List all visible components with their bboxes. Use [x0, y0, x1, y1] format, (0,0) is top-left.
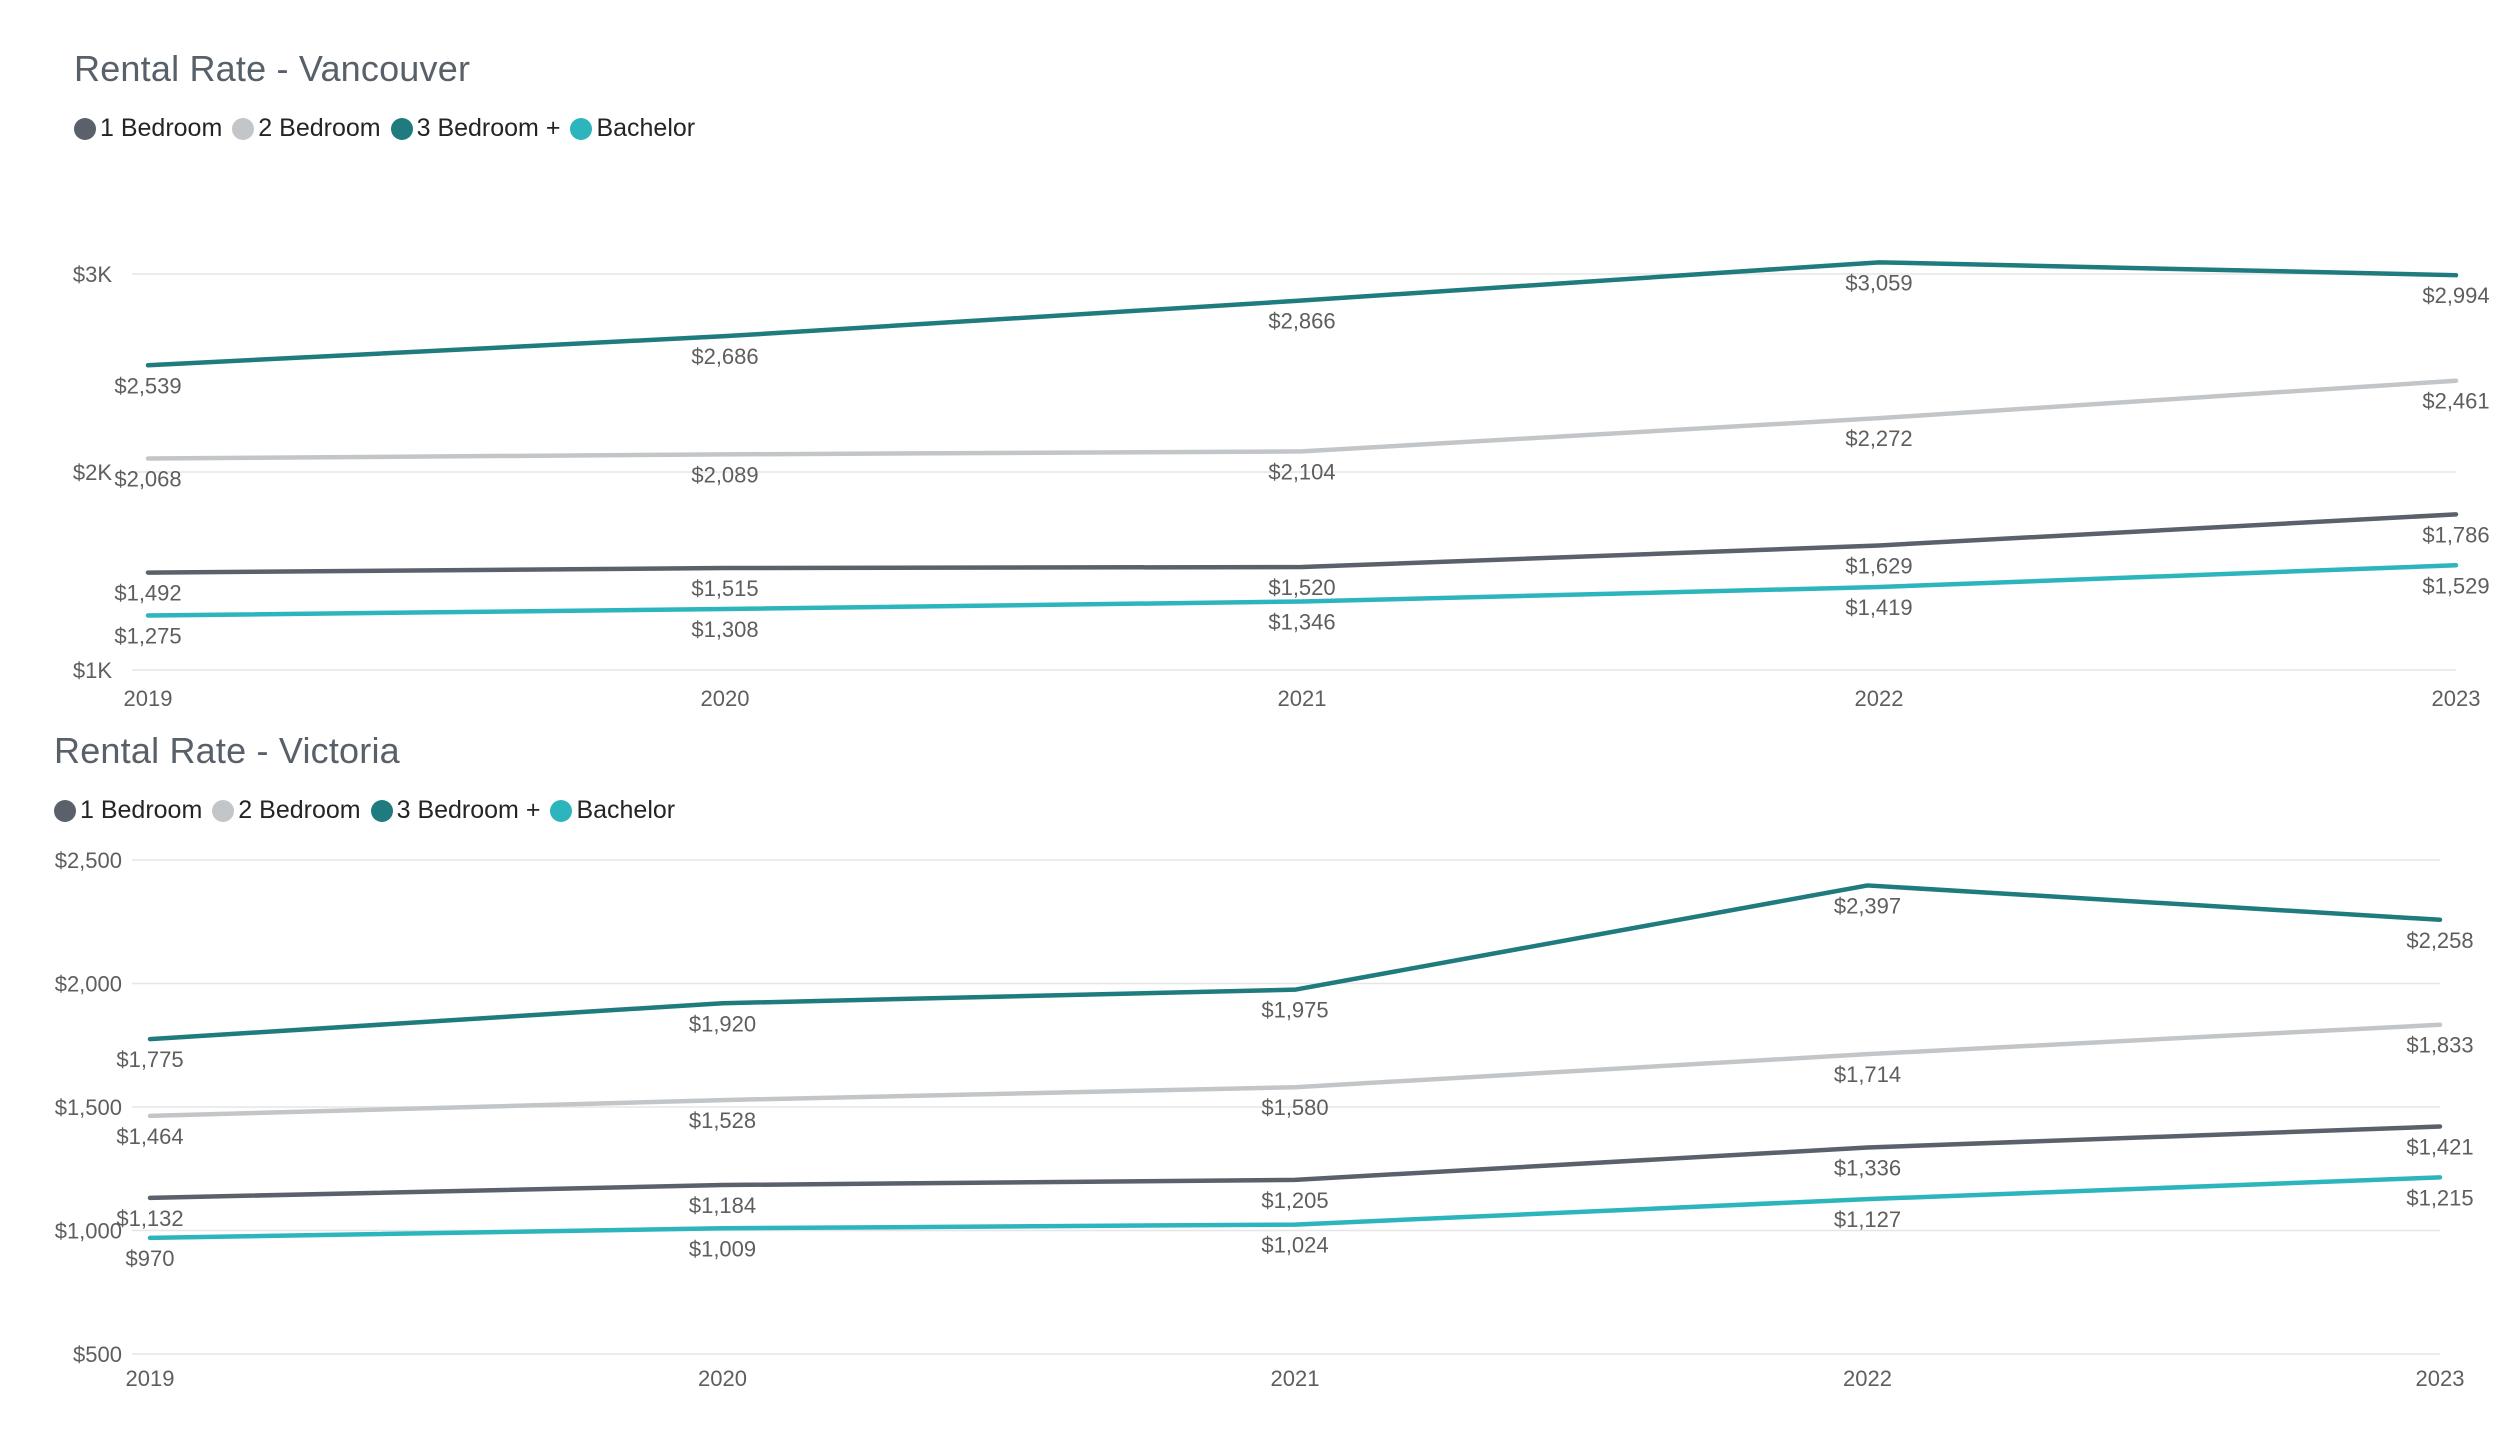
data-label-bachelor: $1,346: [1268, 609, 1335, 634]
data-label-2-bedroom: $1,580: [1261, 1095, 1328, 1120]
y-tick-label: $3K: [73, 262, 112, 287]
legend-label: Bachelor: [596, 114, 696, 142]
legend-item-bachelor[interactable]: Bachelor: [550, 796, 675, 825]
legend-label: 3 Bedroom +: [396, 796, 541, 824]
legend-item-3-bedroom-plus[interactable]: 3 Bedroom +: [370, 796, 541, 825]
legend-vancouver: 1 Bedroom 2 Bedroom 3 Bedroom + Bachelor: [74, 114, 705, 143]
y-tick-label: $1,500: [55, 1095, 122, 1120]
legend-marker-2-bedroom: [232, 117, 255, 140]
data-label-3-bedroom-plus: $2,866: [1268, 309, 1335, 334]
legend-item-1-bedroom[interactable]: 1 Bedroom: [54, 796, 202, 825]
x-tick-label: 2019: [126, 1366, 175, 1391]
data-label-bachelor: $1,308: [691, 617, 758, 642]
line-chart-vancouver[interactable]: $1K $2K $3K 2019 2020 2021 2022 2023 $1,492 $1,51…: [0, 0, 2500, 720]
data-label-1-bedroom: $1,515: [691, 576, 758, 601]
data-label-bachelor: $970: [126, 1246, 175, 1271]
legend-item-2-bedroom[interactable]: 2 Bedroom: [212, 796, 361, 825]
legend-marker-bachelor: [550, 799, 573, 822]
data-label-bachelor: $1,215: [2406, 1185, 2473, 1210]
legend-label: 2 Bedroom: [238, 796, 361, 824]
data-label-1-bedroom: $1,336: [1834, 1156, 1901, 1181]
data-label-1-bedroom: $1,629: [1845, 553, 1912, 578]
data-label-1-bedroom: $1,421: [2406, 1135, 2473, 1160]
legend-marker-2-bedroom: [212, 799, 235, 822]
legend-item-3-bedroom-plus[interactable]: 3 Bedroom +: [390, 114, 561, 143]
data-label-3-bedroom-plus: $2,397: [1834, 893, 1901, 918]
data-label-2-bedroom: $1,464: [116, 1124, 183, 1149]
y-tick-label: $1,000: [55, 1219, 122, 1244]
y-tick-label: $500: [73, 1342, 122, 1367]
legend-label: 1 Bedroom: [100, 114, 223, 142]
data-label-3-bedroom-plus: $1,920: [689, 1011, 756, 1036]
data-label-2-bedroom: $2,068: [114, 467, 181, 492]
data-label-3-bedroom-plus: $2,994: [2422, 283, 2489, 308]
y-tick-label: $1K: [73, 658, 112, 683]
x-tick-label: 2022: [1855, 686, 1904, 711]
data-label-bachelor: $1,275: [114, 624, 181, 649]
data-label-3-bedroom-plus: $2,258: [2406, 928, 2473, 953]
data-label-2-bedroom: $2,461: [2422, 389, 2489, 414]
x-tick-label: 2023: [2432, 686, 2481, 711]
legend-item-1-bedroom[interactable]: 1 Bedroom: [74, 114, 222, 143]
data-label-bachelor: $1,127: [1834, 1207, 1901, 1232]
series-line-1-bedroom[interactable]: [145, 512, 2459, 575]
series-line-2-bedroom[interactable]: [145, 378, 2459, 461]
legend-marker-bachelor: [570, 117, 593, 140]
x-tick-label: 2021: [1271, 1366, 1320, 1391]
x-tick-label: 2023: [2416, 1366, 2465, 1391]
series-line-1-bedroom[interactable]: [147, 1124, 2443, 1201]
series-line-2-bedroom[interactable]: [147, 1022, 2443, 1119]
x-tick-label: 2020: [698, 1366, 747, 1391]
legend-label: 3 Bedroom +: [416, 114, 561, 142]
legend-item-bachelor[interactable]: Bachelor: [570, 114, 695, 143]
legend-marker-1-bedroom: [54, 799, 76, 822]
series-line-3-bedroom-plus[interactable]: [145, 260, 2459, 368]
x-tick-label: 2021: [1278, 686, 1327, 711]
data-label-3-bedroom-plus: $1,775: [116, 1047, 183, 1072]
data-label-1-bedroom: $1,520: [1268, 575, 1335, 600]
legend-label: 1 Bedroom: [80, 796, 203, 824]
data-label-1-bedroom: $1,786: [2422, 522, 2489, 547]
data-label-2-bedroom: $2,272: [1845, 426, 1912, 451]
data-label-2-bedroom: $1,528: [689, 1108, 756, 1133]
x-tick-label: 2019: [124, 686, 173, 711]
series-line-3-bedroom-plus[interactable]: [147, 883, 2443, 1042]
data-label-3-bedroom-plus: $1,975: [1261, 998, 1328, 1023]
legend-label: Bachelor: [576, 796, 676, 824]
data-label-3-bedroom-plus: $2,539: [114, 373, 181, 398]
legend-victoria: 1 Bedroom 2 Bedroom 3 Bedroom + Bachelor: [54, 796, 685, 825]
legend-item-2-bedroom[interactable]: 2 Bedroom: [232, 114, 381, 143]
data-label-bachelor: $1,419: [1845, 595, 1912, 620]
y-tick-label: $2,000: [55, 972, 122, 997]
data-label-1-bedroom: $1,492: [114, 581, 181, 606]
data-label-1-bedroom: $1,184: [689, 1193, 756, 1218]
data-label-1-bedroom: $1,205: [1261, 1188, 1328, 1213]
data-label-3-bedroom-plus: $2,686: [691, 344, 758, 369]
data-label-bachelor: $1,024: [1261, 1233, 1328, 1258]
y-tick-label: $2K: [73, 460, 112, 485]
data-label-3-bedroom-plus: $3,059: [1845, 270, 1912, 295]
data-label-1-bedroom: $1,132: [116, 1206, 183, 1231]
data-label-bachelor: $1,009: [689, 1236, 756, 1261]
data-label-bachelor: $1,529: [2422, 573, 2489, 598]
data-label-2-bedroom: $1,714: [1834, 1062, 1901, 1087]
legend-marker-3-bedroom-plus: [390, 117, 413, 140]
chart-title-vancouver: Rental Rate - Vancouver: [74, 48, 471, 89]
series-line-bachelor[interactable]: [147, 1175, 2443, 1241]
series-line-bachelor[interactable]: [145, 563, 2459, 618]
legend-label: 2 Bedroom: [258, 114, 381, 142]
x-tick-label: 2020: [701, 686, 750, 711]
legend-marker-3-bedroom-plus: [370, 799, 393, 822]
legend-marker-1-bedroom: [74, 117, 96, 140]
data-label-2-bedroom: $2,089: [691, 462, 758, 487]
chart-title-victoria: Rental Rate - Victoria: [54, 730, 400, 771]
data-label-2-bedroom: $1,833: [2406, 1033, 2473, 1058]
x-tick-label: 2022: [1843, 1366, 1892, 1391]
y-tick-label: $2,500: [55, 848, 122, 873]
data-label-2-bedroom: $2,104: [1268, 459, 1335, 484]
